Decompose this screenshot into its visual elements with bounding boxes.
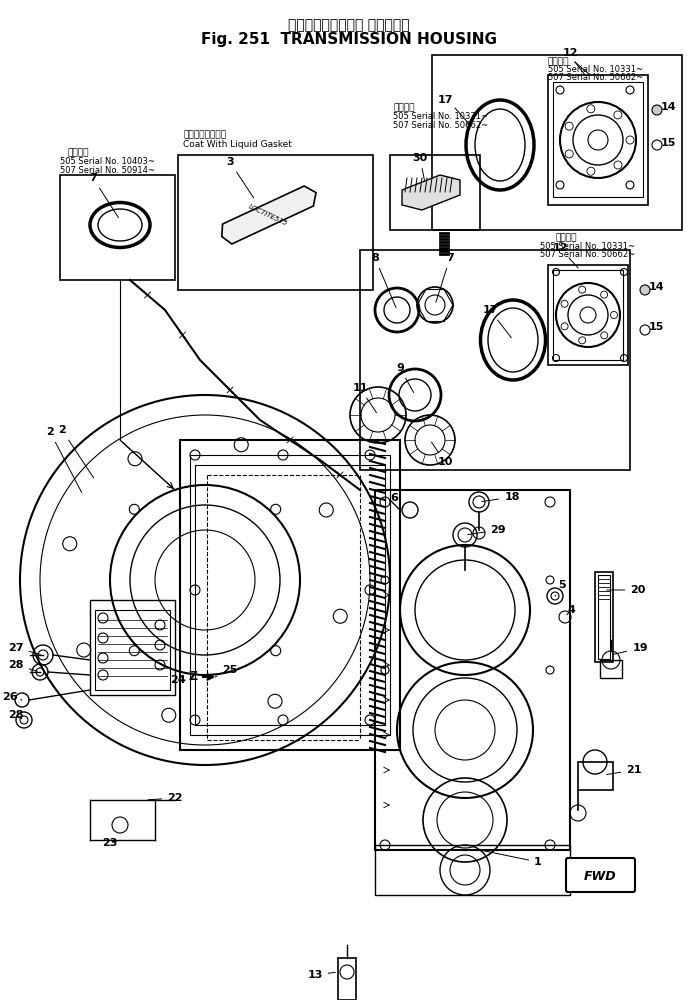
Bar: [578, 762, 613, 790]
Text: 13: 13: [307, 970, 335, 980]
Text: 20: 20: [607, 585, 646, 595]
Bar: [180, 440, 400, 750]
Text: 9: 9: [396, 363, 414, 393]
Bar: [60, 175, 175, 280]
Text: 4: 4: [567, 605, 575, 615]
Bar: [95, 610, 170, 690]
Text: Z: Z: [188, 670, 198, 684]
Text: 22: 22: [148, 793, 183, 803]
Text: 適用号機: 適用号機: [393, 103, 415, 112]
Bar: [390, 155, 480, 230]
Text: 505 Serial No. 10331~: 505 Serial No. 10331~: [393, 112, 488, 121]
Text: 14: 14: [661, 102, 676, 112]
Bar: [595, 572, 613, 662]
Text: 27: 27: [8, 643, 40, 654]
Text: 15: 15: [661, 138, 676, 148]
Text: 3: 3: [226, 157, 253, 198]
Text: 21: 21: [607, 765, 641, 775]
Text: 507 Serial No. 50914~: 507 Serial No. 50914~: [60, 166, 155, 175]
Text: 25: 25: [215, 665, 238, 677]
Text: 507 Serial No. 50662~: 507 Serial No. 50662~: [540, 250, 635, 259]
Bar: [375, 845, 570, 895]
Circle shape: [640, 285, 650, 295]
Text: 30: 30: [413, 153, 428, 180]
Text: 15: 15: [649, 322, 664, 332]
Bar: [190, 455, 390, 735]
Text: 505 Serial No. 10331~: 505 Serial No. 10331~: [548, 65, 643, 74]
Bar: [375, 490, 570, 850]
Text: 505 Serial No. 10403~: 505 Serial No. 10403~: [60, 157, 155, 166]
Text: 507 Serial No. 50662~: 507 Serial No. 50662~: [393, 121, 488, 130]
Text: 1: 1: [483, 851, 542, 867]
Polygon shape: [402, 175, 460, 210]
Text: 29: 29: [468, 525, 506, 535]
Bar: [548, 265, 628, 365]
Text: 17: 17: [437, 95, 453, 105]
Circle shape: [652, 105, 662, 115]
Text: 10: 10: [431, 442, 453, 467]
Bar: [432, 55, 682, 230]
Text: 14: 14: [649, 282, 664, 292]
Text: 17: 17: [482, 305, 512, 338]
Text: 適用号機: 適用号機: [555, 233, 577, 242]
Text: 12: 12: [563, 48, 578, 58]
Bar: [90, 600, 175, 695]
Text: 18: 18: [482, 492, 520, 502]
Bar: [338, 958, 356, 1000]
Text: 12: 12: [552, 243, 578, 268]
Text: 507 Serial No. 50662~: 507 Serial No. 50662~: [548, 73, 643, 82]
Text: 7: 7: [89, 173, 119, 218]
Text: 2: 2: [46, 427, 82, 493]
Bar: [178, 155, 373, 290]
Text: 505 Serial No. 10331~: 505 Serial No. 10331~: [540, 242, 635, 251]
Text: 適用号機: 適用号機: [68, 148, 89, 157]
Text: 5: 5: [555, 580, 566, 596]
Text: Fig. 251  TRANSMISSION HOUSING: Fig. 251 TRANSMISSION HOUSING: [201, 32, 497, 47]
Text: 28: 28: [8, 710, 24, 720]
Text: FWD: FWD: [584, 870, 616, 884]
Text: 6: 6: [390, 493, 403, 508]
FancyBboxPatch shape: [566, 858, 635, 892]
Text: トランスミッション ハウジング: トランスミッション ハウジング: [288, 18, 410, 32]
Polygon shape: [222, 186, 316, 244]
Text: 24: 24: [170, 675, 186, 685]
Text: 19: 19: [614, 643, 648, 654]
Bar: [600, 660, 622, 678]
Bar: [195, 465, 385, 725]
Text: 7: 7: [436, 253, 454, 302]
Text: 11: 11: [352, 383, 376, 413]
Bar: [553, 270, 623, 360]
Text: 2: 2: [58, 425, 94, 478]
Bar: [553, 82, 643, 197]
Text: 28: 28: [8, 660, 37, 671]
Text: 8: 8: [371, 253, 396, 307]
Bar: [360, 250, 630, 470]
Text: LOCTITE515: LOCTITE515: [248, 203, 288, 227]
Text: 23: 23: [103, 838, 118, 848]
Text: 適用号機: 適用号機: [548, 57, 570, 66]
Bar: [598, 575, 610, 659]
Text: Coat With Liquid Gasket: Coat With Liquid Gasket: [183, 140, 292, 149]
Bar: [548, 75, 648, 205]
Text: 26: 26: [2, 692, 22, 702]
Text: 液体パッキン塗布: 液体パッキン塗布: [183, 130, 226, 139]
